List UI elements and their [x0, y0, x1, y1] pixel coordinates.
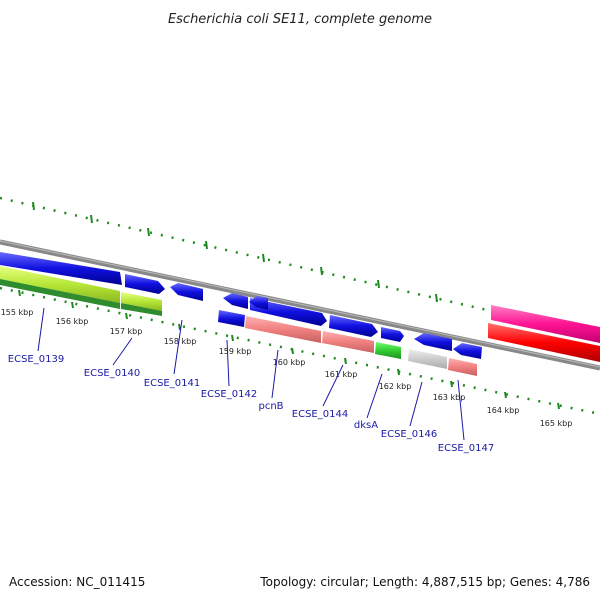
kbp-tick-label: 160 kbp	[273, 358, 306, 367]
gene-labels: ECSE_0139 ECSE_0140 ECSE_0141 ECSE_0142 …	[8, 354, 494, 454]
gene-arrow[interactable]	[250, 298, 327, 326]
kbp-tick-label: 162 kbp	[379, 382, 412, 391]
kbp-tick-label: 159 kbp	[219, 347, 252, 356]
gene-label[interactable]: ECSE_0139	[8, 354, 64, 365]
kbp-tick-label: 164 kbp	[487, 406, 520, 415]
feature-magenta[interactable]	[491, 305, 600, 343]
feature-pink[interactable]	[245, 316, 321, 343]
gene-label[interactable]: ECSE_0147	[438, 443, 494, 454]
gene-arrow[interactable]	[125, 274, 165, 294]
accession-text: Accession: NC_011415	[9, 575, 145, 589]
genome-summary: Topology: circular; Length: 4,887,515 bp…	[259, 575, 590, 589]
feature-grey[interactable]	[408, 349, 447, 369]
kbp-tick-label: 155 kbp	[1, 308, 34, 317]
kbp-tick-label: 157 kbp	[110, 327, 143, 336]
gene-arrow[interactable]	[223, 293, 248, 309]
gene-callout-lines	[37, 307, 465, 441]
feature-yellow-green[interactable]	[121, 292, 162, 311]
gene-label[interactable]: ECSE_0142	[201, 389, 257, 400]
feature-green[interactable]	[375, 342, 401, 359]
kbp-tick-label: 161 kbp	[325, 370, 358, 379]
kbp-tick-label: 158 kbp	[164, 337, 197, 346]
gene-label[interactable]: ECSE_0144	[292, 409, 348, 420]
feature-yellow-green[interactable]	[0, 266, 120, 303]
gene-arrow[interactable]	[218, 310, 245, 327]
inner-ruler	[0, 286, 600, 416]
gene-arrow[interactable]	[414, 333, 452, 351]
gene-arrow[interactable]	[329, 315, 378, 337]
gene-arrow[interactable]	[249, 296, 268, 310]
feature-pink[interactable]	[448, 358, 477, 376]
gene-arrow[interactable]	[381, 327, 404, 342]
kbp-tick-label: 163 kbp	[433, 393, 466, 402]
kbp-tick-labels: 155 kbp 156 kbp 157 kbp 158 kbp 159 kbp …	[1, 308, 573, 428]
genome-backbone	[0, 239, 600, 371]
kbp-tick-label: 165 kbp	[540, 419, 573, 428]
gene-arrow[interactable]	[453, 343, 482, 359]
feature-dark-green[interactable]	[121, 303, 162, 316]
gene-label[interactable]: ECSE_0140	[84, 368, 140, 379]
gene-label[interactable]: ECSE_0146	[381, 429, 437, 440]
feature-red[interactable]	[488, 323, 600, 362]
gene-arrow[interactable]	[0, 252, 122, 285]
gene-label[interactable]: ECSE_0141	[144, 378, 200, 389]
feature-dark-green[interactable]	[0, 279, 120, 309]
feature-pink[interactable]	[322, 331, 374, 353]
map-title: Escherichia coli SE11, complete genome	[168, 12, 432, 27]
gene-label[interactable]: dksA	[354, 420, 378, 431]
gene-label[interactable]: pcnB	[258, 401, 283, 412]
kbp-tick-label: 156 kbp	[56, 317, 89, 326]
gene-arrow[interactable]	[170, 283, 203, 301]
